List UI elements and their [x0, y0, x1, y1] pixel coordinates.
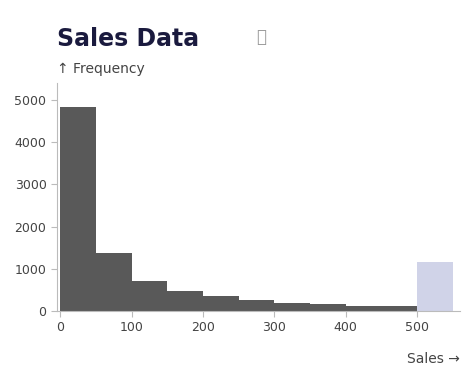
Bar [239, 300, 274, 311]
Bar [203, 296, 239, 311]
Bar [417, 262, 453, 311]
Bar [132, 281, 167, 311]
Bar [61, 106, 96, 311]
Text: Sales Data: Sales Data [57, 27, 199, 50]
Bar [167, 291, 203, 311]
Bar [310, 304, 346, 311]
Text: ↑ Frequency: ↑ Frequency [57, 62, 145, 76]
Text: ⓘ: ⓘ [256, 28, 266, 46]
Bar [274, 303, 310, 311]
Text: Sales →: Sales → [407, 352, 460, 366]
Bar [346, 306, 382, 311]
Bar [96, 253, 132, 311]
Bar [382, 306, 417, 311]
